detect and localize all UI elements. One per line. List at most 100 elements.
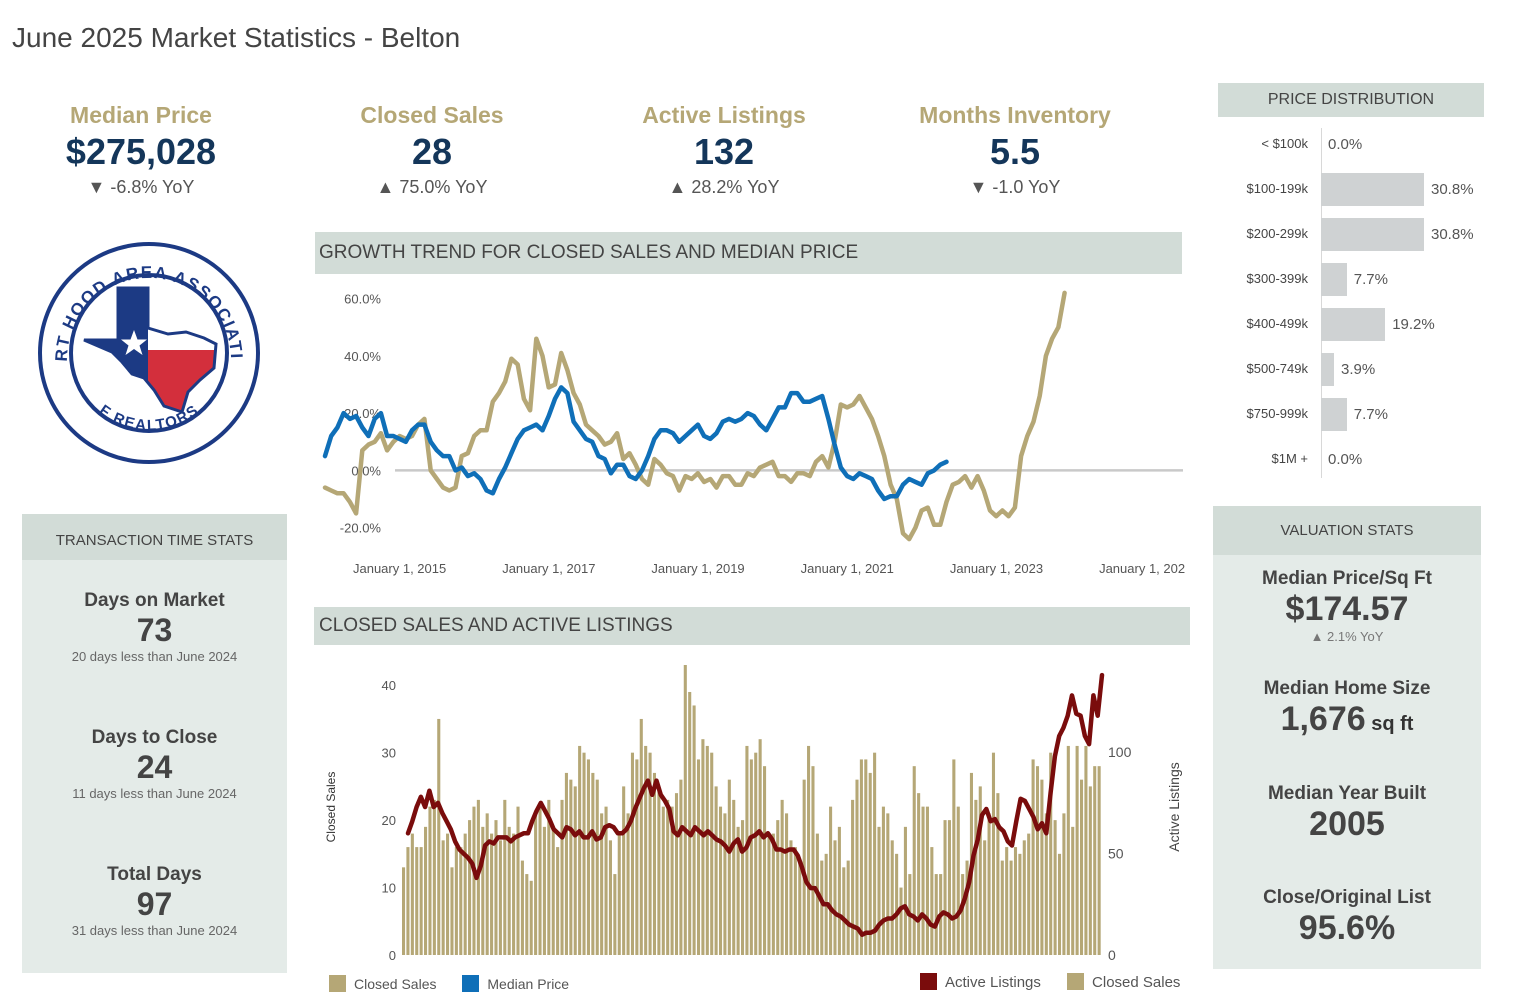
closed-sales-bar	[943, 820, 947, 955]
closed-sales-bar	[674, 793, 679, 955]
kpi-yoy: ▼ -1.0 YoY	[969, 177, 1061, 197]
closed-sales-bar	[468, 820, 472, 955]
closed-sales-bar	[767, 833, 771, 955]
stat-note: 11 days less than June 2024	[72, 786, 237, 801]
closed-sales-bar	[639, 718, 643, 955]
kpi-closed-sales: Closed Sales 28 ▲ 75.0% YoY	[302, 102, 562, 198]
stat-value: 73	[136, 612, 173, 648]
closed-sales-bar	[714, 786, 718, 955]
stat-value: $174.57	[1285, 590, 1409, 628]
closed-sales-bar	[1013, 847, 1018, 955]
closed-sales-bar	[1097, 766, 1101, 955]
stat-label: Total Days	[107, 864, 202, 885]
stat-median-year-built: Median Year Built 2005	[1213, 783, 1481, 844]
y-tick-label: 0.0%	[351, 463, 381, 478]
stat-days-on-market: Days on Market 73 20 days less than June…	[22, 590, 287, 664]
closed-sales-bar	[600, 813, 604, 955]
y-tick-label: 0	[389, 948, 396, 963]
stat-value: 2005	[1309, 805, 1385, 843]
closed-sales-bar	[666, 799, 670, 955]
price-range-label: $500-749k	[1246, 361, 1308, 376]
closed-sales-bar	[842, 867, 846, 955]
legend-label: Closed Sales	[354, 976, 437, 992]
closed-sales-bar	[895, 853, 899, 955]
kpi-yoy: ▲ 75.0% YoY	[376, 177, 488, 197]
x-tick-label: January 1, 2015	[353, 561, 446, 576]
closed-sales-bar	[718, 806, 723, 955]
closed-sales-bar	[899, 887, 903, 955]
closed-sales-bar	[837, 826, 841, 955]
price-range-bar	[1321, 218, 1424, 251]
closed-sales-bar	[406, 847, 410, 955]
y-axis-label: Closed Sales	[324, 772, 338, 843]
closed-sales-bar	[472, 806, 476, 955]
closed-sales-bar	[446, 833, 450, 955]
closed-sales-bar	[661, 806, 665, 955]
stat-label: Days to Close	[91, 727, 218, 748]
closed-sales-bar	[560, 799, 564, 955]
closed-sales-bar	[1071, 826, 1075, 955]
closed-sales-bar	[688, 691, 692, 955]
price-range-bar	[1321, 263, 1347, 296]
closed-sales-bar	[732, 799, 736, 955]
price-range-bar	[1321, 398, 1347, 431]
closed-sales-header: CLOSED SALES AND ACTIVE LISTINGS	[314, 607, 1190, 645]
closed-sales-bar	[547, 799, 551, 955]
closed-sales-bar	[859, 759, 863, 955]
closed-sales-bar	[780, 799, 784, 955]
price-range-label: $750-999k	[1246, 406, 1308, 421]
price-range-value: 30.8%	[1431, 181, 1474, 198]
closed-sales-bar	[723, 813, 727, 955]
closed-sales-bar	[630, 752, 635, 955]
closed-sales-bar	[498, 840, 502, 955]
chart-title: CLOSED SALES AND ACTIVE LISTINGS	[319, 615, 673, 636]
closed-sales-bar	[564, 772, 568, 955]
closed-sales-bar	[996, 793, 1000, 955]
closed-sales-bar	[745, 745, 749, 955]
closed-sales-bar	[419, 847, 423, 955]
series-line-closed-sales	[322, 290, 1067, 542]
closed-sales-bar	[1009, 860, 1013, 955]
growth-trend-header: GROWTH TREND FOR CLOSED SALES AND MEDIAN…	[315, 232, 1182, 274]
closed-sales-bar	[542, 826, 546, 955]
legend-label: Active Listings	[945, 974, 1041, 991]
closed-sales-bar	[437, 718, 441, 955]
closed-sales-bar	[798, 860, 802, 955]
closed-sales-bar	[573, 786, 577, 955]
stat-median-home-size: Median Home Size 1,676 sq ft	[1213, 678, 1481, 739]
closed-sales-bar	[591, 772, 595, 955]
closed-sales-bar	[1005, 847, 1009, 955]
price-range-value: 30.8%	[1431, 226, 1474, 243]
closed-sales-bar	[807, 745, 811, 955]
kpi-value: 5.5	[989, 131, 1041, 172]
stat-close-original-list: Close/Original List 95.6%	[1213, 887, 1481, 948]
growth-trend-legend: Closed Sales Median Price	[329, 975, 569, 992]
kpi-active-listings: Active Listings 132 ▲ 28.2% YoY	[594, 102, 854, 198]
closed-sales-bar	[463, 833, 467, 955]
price-range-bar	[1321, 353, 1335, 386]
closed-sales-legend: Active Listings Closed Sales	[920, 973, 1180, 991]
y2-axis-label: Active Listings	[1166, 762, 1182, 851]
closed-sales-bar	[776, 820, 780, 955]
active-listings-line	[405, 672, 1105, 937]
closed-sales-bar	[705, 745, 709, 955]
closed-sales-bar	[820, 860, 824, 955]
closed-sales-bar	[512, 833, 516, 955]
closed-sales-bar	[890, 840, 894, 955]
closed-sales-bar	[740, 820, 745, 955]
closed-sales-bar	[520, 860, 524, 955]
stat-median-price-sqft: Median Price/Sq Ft $174.57 ▲ 2.1% YoY	[1213, 568, 1481, 644]
closed-sales-bar	[441, 840, 445, 955]
growth-trend-chart: 60.0%40.0%20.0%0.0%-20.0%January 1, 2015…	[322, 290, 1185, 576]
closed-sales-bar	[978, 786, 982, 955]
closed-sales-bar	[635, 759, 639, 955]
kpi-value: 132	[693, 131, 755, 172]
legend-label: Closed Sales	[1092, 974, 1181, 991]
closed-sales-bar	[1027, 833, 1031, 955]
closed-sales-bar	[903, 826, 907, 955]
star-icon	[121, 330, 147, 355]
closed-sales-bar	[490, 833, 494, 955]
closed-sales-bar	[886, 813, 890, 955]
legend-label: Median Price	[487, 976, 570, 992]
closed-sales-bar	[763, 766, 767, 955]
